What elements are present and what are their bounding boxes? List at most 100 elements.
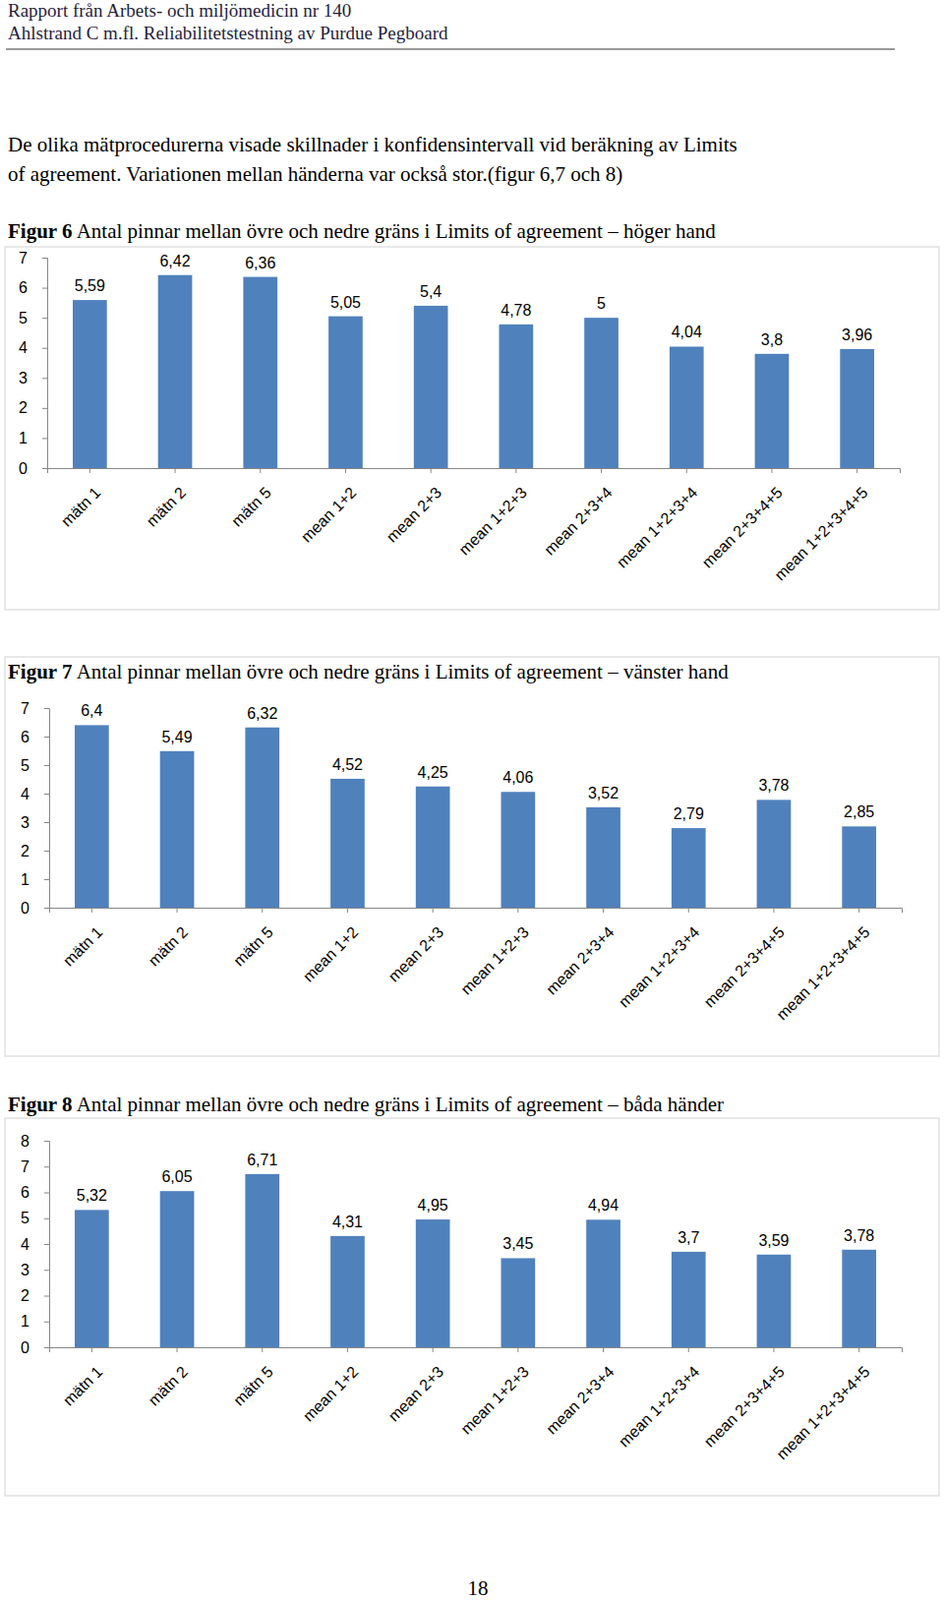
y-axis-line (44, 1141, 51, 1349)
chart: 01234567mätn 1mätn 2mätn 5mean 1+2mean 2… (18, 249, 900, 585)
y-tick-label: 4 (20, 785, 30, 803)
x-tick: mätn 1 (58, 468, 105, 531)
y-axis: 0 1 2 3 4 5 6 7 (20, 700, 50, 917)
y-tick-mark (44, 822, 50, 824)
x-tick-label: mean 2+3+4+5 (701, 923, 789, 1011)
x-tick-label: mean 1+2+3 (457, 923, 532, 999)
x-tick-label: mätn 1 (59, 923, 107, 970)
x-axis: mätn 1mätn 2mätn 5mean 1+2mean 2+3mean 1… (50, 907, 903, 1023)
data-label: 4,78 (500, 301, 531, 319)
page: Rapport från Arbets- och miljömedicin nr… (0, 0, 944, 1600)
y-tick-label: 5 (18, 309, 28, 327)
y-tick-label: 1 (18, 429, 28, 447)
data-label: 5,05 (330, 294, 361, 311)
data-label: 3,78 (843, 1227, 875, 1244)
x-tick-mark (688, 907, 690, 913)
y-tick-mark (44, 1296, 50, 1298)
data-label: 3,59 (758, 1232, 789, 1249)
data-label: 5,4 (419, 283, 442, 300)
x-tick: mean 1+2+3 (457, 1347, 532, 1438)
x-tick: mean 1+2+3+4 (615, 907, 704, 1011)
y-tick: 4 (20, 1236, 50, 1253)
y-tick-label: 7 (20, 700, 30, 717)
y-tick-label: 4 (20, 1236, 30, 1253)
x-tick: mätn 1 (59, 1347, 107, 1410)
y-tick: 1 (20, 871, 50, 888)
x-tick-mark (91, 907, 93, 913)
x-tick-label: mätn 1 (58, 483, 105, 531)
bars (74, 724, 877, 908)
x-tick-label: mean 1+2 (299, 1362, 362, 1425)
x-tick-label: mean 1+2+3+4+5 (772, 923, 873, 1023)
x-tick-mark (175, 468, 177, 473)
x-tick-label: mean 1+2+3 (455, 483, 531, 559)
y-tick-mark (42, 437, 48, 439)
y-tick: 6 (20, 1183, 50, 1201)
bar (671, 827, 707, 908)
chart: 01234567mätn 1mätn 2mätn 5mean 1+2mean 2… (20, 700, 902, 1024)
y-tick-mark (44, 1192, 50, 1194)
y-tick-mark (44, 1166, 50, 1168)
x-tick-label: mean 2+3+4 (542, 1362, 618, 1438)
x-tick-mark (858, 1347, 860, 1353)
x-tick-label: mean 2+3+4+5 (699, 483, 787, 572)
x-tick: mean 2+3+4 (542, 1347, 618, 1438)
bar (584, 317, 619, 469)
bar (242, 277, 278, 469)
bar (415, 786, 451, 908)
x-tick-label: mätn 1 (59, 1362, 107, 1410)
bar (330, 1236, 365, 1348)
x-tick-label: mean 1+2 (297, 483, 360, 546)
y-tick-mark (42, 257, 48, 259)
x-tick-label: mean 1+2+3+4 (615, 1362, 704, 1451)
y-tick: 2 (20, 1287, 50, 1304)
y-tick-label: 6 (20, 728, 30, 746)
bar (160, 1190, 195, 1348)
y-tick-label: 5 (20, 1209, 30, 1227)
bar (158, 275, 193, 469)
x-tick: mean 2+3 (383, 468, 446, 546)
y-tick: 6 (20, 728, 50, 746)
data-label: 5,49 (161, 728, 192, 746)
data-label: 3,7 (677, 1229, 700, 1246)
page-number: 18 (468, 1576, 489, 1600)
y-tick: 6 (18, 279, 48, 296)
figure-caption: Figur 6 Antal pinnar mellan övre och ned… (7, 219, 716, 243)
data-label: 5 (596, 295, 606, 312)
bar (757, 799, 792, 908)
bar (244, 1174, 280, 1348)
x-tick: mean 1+2 (299, 1347, 362, 1425)
data-label: 4,52 (332, 756, 363, 773)
y-tick-mark (42, 377, 48, 379)
x-tick-mark (770, 468, 772, 473)
x-tick-label: mätn 2 (143, 483, 190, 531)
x-tick-label: mätn 2 (145, 923, 192, 970)
data-labels: 6,45,496,324,524,254,063,522,793,782,85 (80, 702, 875, 823)
y-tick: 7 (20, 1158, 50, 1176)
y-tick-label: 6 (18, 279, 28, 296)
x-axis-line (50, 1348, 903, 1354)
x-tick-mark (517, 907, 519, 913)
x-tick-label: mean 1+2+3 (457, 1362, 532, 1438)
data-label: 2,85 (843, 803, 875, 821)
y-tick-label: 0 (20, 1339, 30, 1357)
y-tick-label: 0 (20, 899, 30, 917)
x-tick: mean 1+2+3+4+5 (772, 907, 873, 1023)
x-tick-label: mean 1+2 (299, 923, 362, 986)
x-tick-mark (91, 1347, 93, 1353)
y-tick-mark (42, 348, 48, 350)
bar (841, 1249, 877, 1348)
x-tick-label: mean 1+2+3+4 (613, 483, 702, 572)
y-tick: 7 (18, 249, 48, 267)
y-axis: 01234567 (18, 249, 48, 477)
y-tick-label: 3 (20, 814, 30, 831)
y-tick: 2 (20, 842, 50, 860)
paragraph-line: of agreement. Variationen mellan händern… (7, 162, 623, 186)
y-tick-label: 5 (20, 757, 30, 774)
bar (330, 778, 365, 908)
bar (160, 751, 195, 908)
bar (244, 727, 280, 908)
data-label: 4,25 (417, 764, 449, 781)
data-label: 6,05 (161, 1168, 192, 1185)
data-label: 2,79 (673, 805, 705, 823)
